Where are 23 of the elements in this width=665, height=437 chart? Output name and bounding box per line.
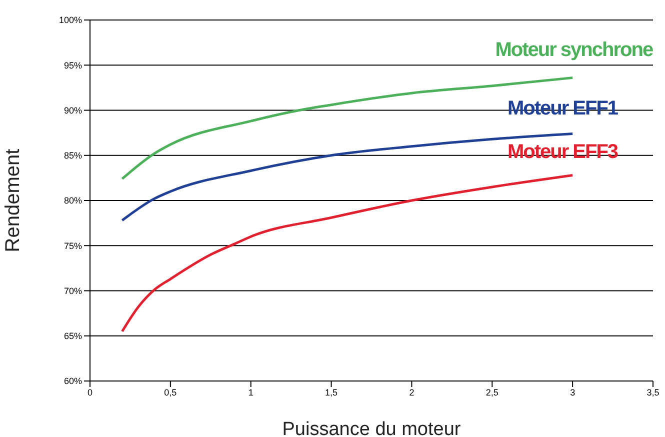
y-tick-label: 80% <box>64 196 82 206</box>
x-tick-label: 0,5 <box>164 387 177 398</box>
x-tick-label: 0 <box>87 387 93 398</box>
x-tick-label: 2,5 <box>486 387 498 398</box>
x-tick-label: 2 <box>409 387 414 398</box>
y-axis-title: Rendement <box>2 148 24 252</box>
x-tick-label: 1 <box>248 387 254 398</box>
y-tick-label: 65% <box>64 331 82 342</box>
x-tick-label: 3 <box>570 387 576 398</box>
line-series <box>120 132 574 222</box>
series-label: Moteur synchrone <box>495 38 654 61</box>
x-axis-title: Puissance du moteur <box>282 419 462 437</box>
y-tick-label: 85% <box>64 150 82 161</box>
y-tick-label: 90% <box>64 105 82 116</box>
y-tick-label: 100% <box>58 15 82 26</box>
line-series <box>120 76 574 180</box>
x-tick-label: 1,5 <box>325 387 338 398</box>
y-tick-label: 60% <box>64 376 82 386</box>
y-tick-label: 75% <box>64 240 82 251</box>
y-tick-label: 95% <box>64 60 82 70</box>
y-tick-label: 70% <box>64 286 82 296</box>
x-tick-label: 3,5 <box>646 387 660 398</box>
line-series <box>120 174 574 333</box>
